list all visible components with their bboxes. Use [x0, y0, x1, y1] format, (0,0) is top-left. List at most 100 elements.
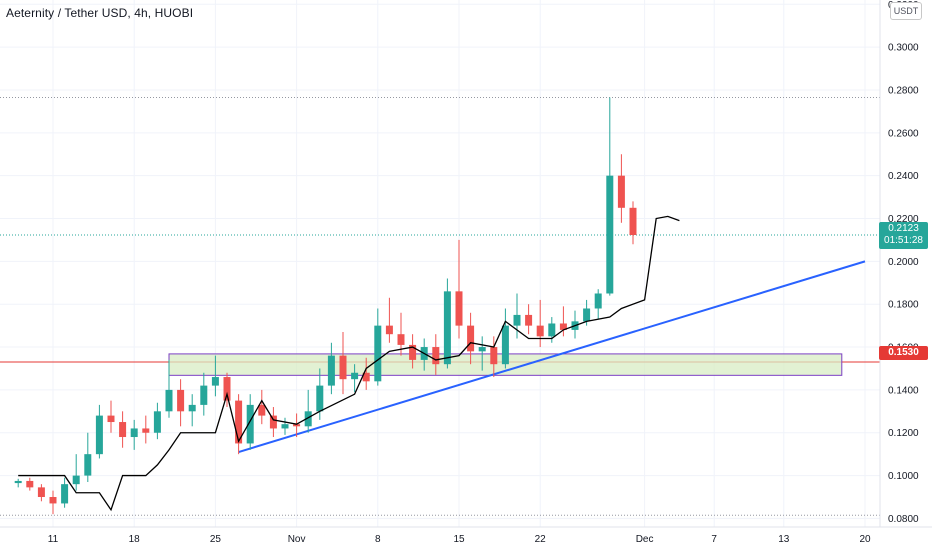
candle-body	[385, 325, 393, 335]
price-tick-label: 0.2800	[888, 85, 919, 96]
candle-body	[513, 314, 521, 326]
candle-body	[559, 323, 567, 330]
candle	[594, 289, 602, 320]
candle	[536, 299, 544, 348]
price-tick-label: 0.1000	[888, 471, 919, 482]
candle-body	[606, 175, 614, 294]
candle	[304, 389, 312, 433]
candle-body	[536, 325, 544, 337]
currency-tag[interactable]: USDT	[890, 2, 922, 20]
candle-body	[84, 454, 92, 476]
candle	[455, 239, 463, 339]
time-tick-label: 25	[210, 534, 222, 545]
candle	[153, 402, 161, 440]
candle-body	[269, 415, 277, 429]
candle-body	[501, 325, 509, 365]
level-lines	[0, 96, 880, 516]
candle-body	[467, 325, 475, 352]
candle-body	[107, 415, 115, 423]
candle-body	[281, 424, 289, 429]
candle	[37, 484, 45, 502]
candle-body	[165, 389, 173, 412]
candle-body	[351, 372, 359, 380]
candle-body	[14, 480, 22, 484]
candle-body	[177, 389, 185, 412]
time-tick-label: 15	[453, 534, 465, 545]
candle-body	[37, 487, 45, 498]
time-tick-label: 18	[129, 534, 141, 545]
candle-body	[339, 355, 347, 380]
candle-body	[223, 377, 231, 401]
time-tick-label: 22	[535, 534, 547, 545]
candle	[223, 372, 231, 408]
candle	[26, 477, 34, 491]
candle	[235, 394, 243, 455]
candle	[432, 334, 440, 375]
candle	[188, 394, 196, 427]
candle	[525, 304, 533, 335]
candle	[629, 201, 637, 245]
bar-countdown: 01:51:28	[884, 235, 923, 246]
candle-body	[432, 347, 440, 365]
candle-body	[258, 404, 266, 416]
candle	[293, 413, 301, 438]
trend-line[interactable]	[238, 260, 866, 453]
candle	[490, 336, 498, 378]
price-tick-label: 0.2400	[888, 171, 919, 182]
indicator-line	[18, 215, 680, 512]
candle-body	[478, 347, 486, 352]
candle-body	[525, 314, 533, 326]
time-tick-label: 20	[859, 534, 871, 545]
candle	[269, 407, 277, 438]
candle	[385, 297, 393, 343]
candle	[177, 379, 185, 427]
price-scale[interactable]: 0.32000.30000.28000.26000.24000.22000.20…	[888, 0, 919, 525]
candle	[606, 97, 614, 296]
candle-body	[211, 377, 219, 386]
candle-body	[443, 291, 451, 365]
candle-body	[200, 385, 208, 405]
candle-body	[293, 424, 301, 427]
candle	[478, 336, 486, 371]
price-tick-label: 0.1200	[888, 428, 919, 439]
price-tick-label: 0.3000	[888, 43, 919, 54]
candle-body	[316, 385, 324, 412]
last-price-value: 0.2123	[888, 223, 919, 234]
chart-title: Aeternity / Tether USD, 4h, HUOBI	[6, 6, 194, 20]
time-scale[interactable]: 11 18 25 Nov 8 15 22 Dec 7 13 20	[48, 534, 871, 545]
candle	[72, 454, 80, 491]
candle-body	[397, 334, 405, 345]
candle	[107, 400, 115, 433]
candle-body	[235, 400, 243, 444]
time-tick-label: 13	[778, 534, 790, 545]
candle	[617, 154, 625, 223]
candle-body	[629, 207, 637, 236]
time-tick-label: 7	[711, 534, 717, 545]
candle	[211, 355, 219, 397]
price-tick-label: 0.0800	[888, 514, 919, 525]
time-tick-label: 11	[48, 534, 59, 545]
grid-lines	[0, 0, 880, 527]
candle-body	[455, 291, 463, 326]
candle	[327, 342, 335, 395]
candle	[443, 278, 451, 369]
candle	[339, 332, 347, 395]
candle	[95, 404, 103, 459]
candle-body	[153, 411, 161, 433]
candle-body	[142, 428, 150, 433]
candle-body	[188, 404, 196, 412]
candle	[84, 432, 92, 483]
candle	[397, 312, 405, 356]
candle-body	[594, 293, 602, 309]
candle-body	[374, 325, 382, 382]
candle-body	[246, 404, 254, 444]
candle	[165, 359, 173, 418]
candle	[559, 306, 567, 337]
candle	[119, 411, 127, 448]
time-tick-label: 8	[375, 534, 381, 545]
candle	[513, 293, 521, 339]
time-tick-label: Dec	[636, 534, 654, 545]
horizontal-line-price-label: 0.1530	[879, 346, 928, 360]
time-tick-label: Nov	[288, 534, 306, 545]
